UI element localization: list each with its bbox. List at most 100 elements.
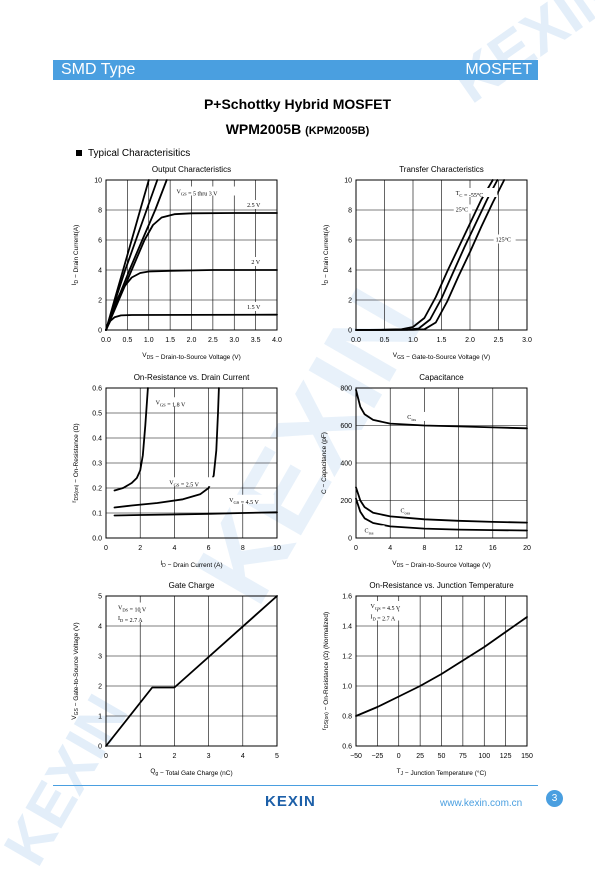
x-tick-label: 8: [422, 545, 426, 552]
annotation-background: [167, 477, 215, 487]
x-tick-label: 8: [241, 545, 245, 552]
series-line-3: [355, 179, 506, 331]
x-tick-label: 20: [523, 545, 531, 552]
chart-output: 0.0 0.5 1.0 1.5 2.0 2.5 3.0 3.5 4.0 0 2 4 6 8 10 Output…: [71, 165, 282, 361]
part-alt-name: (KPM2005B): [305, 125, 370, 137]
annotation-label: VGS = 1.8 V: [156, 400, 186, 408]
annotation-background: [115, 602, 160, 612]
annotation-background: [368, 601, 416, 610]
y-tick-label: 200: [340, 498, 352, 505]
y-tick-label: 2: [98, 298, 102, 305]
x-tick-label: 3.0: [522, 337, 532, 344]
annotation-label: ID = 2.7 A: [118, 616, 143, 624]
plot-frame: [355, 595, 528, 747]
x-tick-label: 2.0: [465, 337, 475, 344]
x-tick-label: 1.0: [144, 337, 154, 344]
chart-ron_id: 0 2 4 6 8 10 0.0 0.1 0.2 0.3 0.4 0.5 0.6 On-Resistanc…: [71, 373, 281, 569]
x-axis-label: ID − Drain Current (A): [160, 560, 222, 569]
annotation-label: 2.5 V: [247, 203, 261, 209]
x-tick-label: 0.5: [123, 337, 133, 344]
x-tick-label: 0: [104, 753, 108, 760]
x-tick-label: 50: [438, 753, 446, 760]
y-tick-label: 2: [348, 298, 352, 305]
y-tick-label: 0: [348, 536, 352, 543]
page-number: 3: [546, 790, 563, 807]
x-tick-label: 1.0: [408, 337, 418, 344]
plot-frame: [105, 595, 278, 747]
annotation-background: [245, 200, 268, 209]
series-line-2: [355, 179, 499, 331]
header-left-label: SMD Type: [61, 61, 136, 78]
annotation-background: [405, 411, 428, 421]
y-tick-label: 0.4: [92, 436, 102, 443]
x-tick-label: 4: [388, 545, 392, 552]
annotation-background: [115, 613, 160, 622]
x-tick-label: 2: [172, 753, 176, 760]
x-tick-label: −25: [371, 753, 383, 760]
y-tick-label: 6: [348, 238, 352, 245]
series-line-3: [113, 511, 278, 517]
series-line-2: [355, 486, 528, 524]
y-tick-label: 10: [344, 178, 352, 185]
kexin-logo: KEXIN: [265, 793, 316, 810]
x-tick-label: 0: [354, 545, 358, 552]
y-tick-label: 6: [98, 238, 102, 245]
footer-divider: [53, 785, 538, 786]
x-tick-label: 0.0: [101, 337, 111, 344]
chart-title: Output Characteristics: [152, 165, 231, 174]
y-axis-label: ID − Drain Current(A): [71, 225, 80, 286]
x-tick-label: 3.0: [229, 337, 239, 344]
y-tick-label: 600: [340, 423, 352, 430]
x-tick-label: 2.5: [494, 337, 504, 344]
x-tick-label: 100: [478, 753, 490, 760]
y-tick-label: 0.0: [92, 536, 102, 543]
series-line-3: [355, 497, 528, 532]
x-tick-label: 2: [138, 545, 142, 552]
page-title: P+Schottky Hybrid MOSFET: [203, 96, 392, 112]
series-line-1: [105, 595, 278, 747]
x-tick-label: 125: [500, 753, 512, 760]
y-tick-label: 800: [340, 386, 352, 393]
y-tick-label: 1.2: [342, 654, 352, 661]
y-tick-label: 4: [98, 624, 102, 631]
series-line-5: [105, 269, 278, 331]
y-tick-label: 0.6: [92, 386, 102, 393]
y-tick-label: 8: [98, 208, 102, 215]
annotation-background: [245, 302, 268, 311]
part-number: WPM2005B (KPM2005B): [0, 121, 595, 137]
annotation-label: TC = -55°C: [456, 191, 483, 199]
series-line-1: [355, 388, 528, 430]
y-tick-label: 3: [98, 654, 102, 661]
annotation-background: [227, 494, 275, 504]
annotation-label: ID = 2.7 A: [371, 615, 396, 623]
section-heading: Typical Characterisitics: [76, 148, 190, 159]
header-right-label: MOSFET: [465, 61, 532, 78]
x-axis-label: VDS − Drain-to-Source Voltage (V): [392, 560, 491, 569]
series-line-1: [113, 387, 149, 492]
chart-title: Capacitance: [419, 373, 464, 382]
y-tick-label: 0: [348, 328, 352, 335]
x-tick-label: 1.5: [165, 337, 175, 344]
part-name: WPM2005B: [225, 121, 302, 137]
annotation-background: [368, 611, 413, 621]
annotation-label: VGS = 5 thru 3 V: [177, 190, 219, 198]
y-tick-label: 1.4: [342, 624, 352, 631]
y-tick-label: 0.5: [92, 411, 102, 418]
x-tick-label: 1.5: [437, 337, 447, 344]
series-line-4: [105, 212, 278, 331]
annotation-label: VGS = 4.5 V: [371, 604, 401, 612]
x-tick-label: 2.0: [187, 337, 197, 344]
x-tick-label: 25: [416, 753, 424, 760]
chart-title: Transfer Characteristics: [399, 165, 484, 174]
plot-frame: [355, 179, 528, 331]
y-tick-label: 4: [98, 268, 102, 275]
x-tick-label: 0.5: [380, 337, 390, 344]
footer-url: www.kexin.com.cn: [440, 798, 523, 809]
y-tick-label: 0.6: [342, 744, 352, 751]
annotation-background: [398, 505, 421, 515]
x-tick-label: 1: [138, 753, 142, 760]
y-axis-label: rDS(on) − On-Resistance (Ω): [71, 423, 80, 502]
annotation-label: Coss: [400, 509, 410, 516]
annotation-background: [153, 397, 201, 407]
